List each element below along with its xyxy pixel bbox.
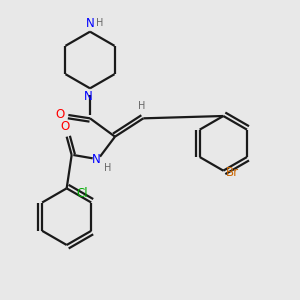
Text: N: N	[85, 17, 94, 30]
Text: N: N	[92, 154, 101, 166]
Text: H: H	[138, 101, 146, 111]
Text: H: H	[104, 163, 111, 173]
Text: H: H	[96, 18, 103, 28]
Text: O: O	[55, 109, 64, 122]
Text: N: N	[84, 90, 93, 103]
Text: Br: Br	[226, 166, 239, 179]
Text: Cl: Cl	[76, 187, 88, 200]
Text: O: O	[60, 120, 70, 133]
